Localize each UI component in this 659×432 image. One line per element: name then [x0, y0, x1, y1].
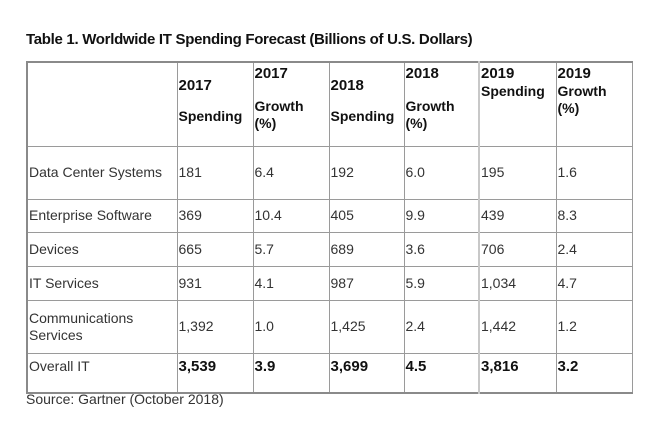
cell-2019-spending: 1,034	[478, 265, 557, 301]
cell-2019-growth: 1.2	[555, 299, 633, 354]
table-row: Devices 665 5.7 689 3.6 706 2.4	[26, 231, 633, 267]
cell-2019-growth: 1.6	[555, 145, 633, 200]
cell-2018-growth: 3.6	[403, 231, 480, 267]
row-label: Communications Services	[26, 299, 178, 354]
cell-2017-growth: 6.4	[252, 145, 330, 200]
header-2019-spending: 2019 Spending	[478, 61, 557, 147]
cell-2019-spending: 439	[478, 198, 557, 233]
header-year: 2017	[178, 77, 212, 94]
cell-2017-spending: 931	[176, 265, 254, 301]
cell-2019-growth: 8.3	[555, 198, 633, 233]
table-row: Enterprise Software 369 10.4 405 9.9 439…	[26, 198, 633, 233]
cell-2017-spending: 369	[176, 198, 254, 233]
cell-2019-growth: 3.2	[555, 352, 633, 394]
header-year: 2018	[330, 77, 364, 94]
header-2018-spending: 2018 Spending	[328, 61, 405, 147]
cell-2018-growth: 2.4	[403, 299, 480, 354]
header-label: Spending	[178, 108, 243, 124]
cell-2019-spending: 195	[478, 145, 557, 200]
cell-2018-growth: 6.0	[403, 145, 480, 200]
row-label: Devices	[26, 231, 178, 267]
cell-2019-growth: 4.7	[555, 265, 633, 301]
header-2017-growth: 2017 Growth (%)	[252, 61, 330, 147]
header-2019-growth: 2019 Growth (%)	[555, 61, 633, 147]
header-2017-spending: 2017 Spending	[176, 61, 254, 147]
source-note: Source: Gartner (October 2018)	[26, 391, 224, 407]
header-label: Growth (%)	[254, 98, 304, 131]
cell-2018-spending: 405	[328, 198, 405, 233]
row-label: Enterprise Software	[26, 198, 178, 233]
cell-2018-growth: 9.9	[403, 198, 480, 233]
cell-2018-growth: 5.9	[403, 265, 480, 301]
cell-2018-growth: 4.5	[403, 352, 480, 394]
table-row: Communications Services 1,392 1.0 1,425 …	[26, 299, 633, 354]
cell-2019-spending: 1,442	[478, 299, 557, 354]
row-label: Overall IT	[26, 352, 178, 394]
cell-2017-growth: 10.4	[252, 198, 330, 233]
header-year: 2019	[557, 65, 591, 82]
header-label: Spending	[330, 108, 395, 124]
cell-2017-spending: 3,539	[176, 352, 254, 394]
header-2018-growth: 2018 Growth (%)	[403, 61, 480, 147]
cell-2017-growth: 3.9	[252, 352, 330, 394]
cell-2017-spending: 665	[176, 231, 254, 267]
cell-2019-spending: 706	[478, 231, 557, 267]
cell-2017-spending: 181	[176, 145, 254, 200]
cell-2018-spending: 1,425	[328, 299, 405, 354]
header-row: 2017 Spending 2017 Growth (%) 2018 Spend…	[26, 61, 633, 147]
table-row-total: Overall IT 3,539 3.9 3,699 4.5 3,816 3.2	[26, 352, 633, 394]
cell-2018-spending: 689	[328, 231, 405, 267]
header-year: 2017	[254, 65, 288, 82]
header-year: 2018	[405, 65, 439, 82]
cell-2017-growth: 1.0	[252, 299, 330, 354]
header-label: Spending	[481, 83, 545, 99]
cell-2017-growth: 5.7	[252, 231, 330, 267]
row-label: IT Services	[26, 265, 178, 301]
cell-2018-spending: 192	[328, 145, 405, 200]
cell-2019-spending: 3,816	[478, 352, 557, 394]
header-label: Growth (%)	[405, 98, 455, 131]
header-label: Growth (%)	[557, 83, 607, 116]
cell-2017-growth: 4.1	[252, 265, 330, 301]
cell-2018-spending: 3,699	[328, 352, 405, 394]
it-spending-table: 2017 Spending 2017 Growth (%) 2018 Spend…	[26, 61, 633, 394]
cell-2019-growth: 2.4	[555, 231, 633, 267]
cell-2017-spending: 1,392	[176, 299, 254, 354]
header-empty	[26, 61, 178, 147]
table-row: Data Center Systems 181 6.4 192 6.0 195 …	[26, 145, 633, 200]
cell-2018-spending: 987	[328, 265, 405, 301]
table-row: IT Services 931 4.1 987 5.9 1,034 4.7	[26, 265, 633, 301]
header-year: 2019	[481, 65, 515, 82]
table-title: Table 1. Worldwide IT Spending Forecast …	[26, 31, 473, 48]
row-label: Data Center Systems	[26, 145, 178, 200]
